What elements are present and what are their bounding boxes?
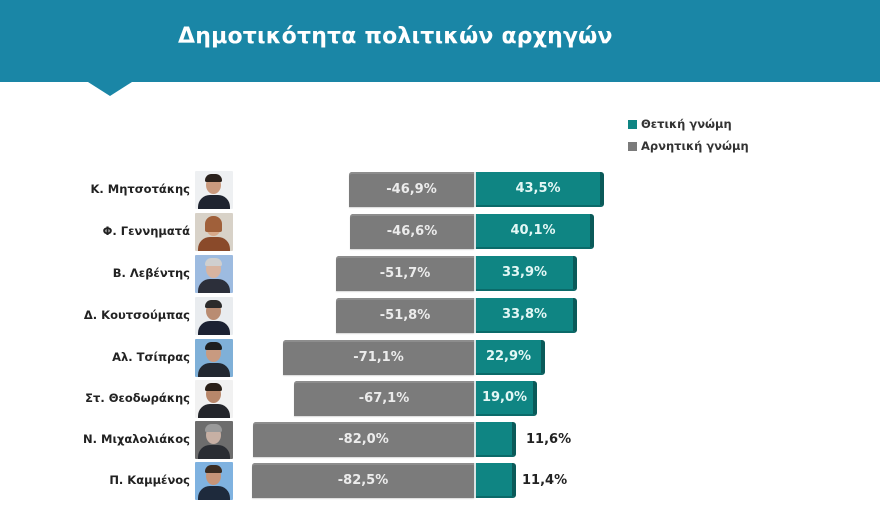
legend-item-negative: Αρνητική γνώμη xyxy=(628,135,749,157)
positive-bar: 43,5% xyxy=(476,172,604,207)
legend-swatch-negative xyxy=(628,141,637,151)
zero-line xyxy=(474,463,476,498)
negative-bar: -51,7% xyxy=(336,256,474,291)
leader-name: Στ. Θεοδωράκης xyxy=(85,391,190,405)
negative-bar: -46,6% xyxy=(350,214,474,249)
legend-item-positive: Θετική γνώμη xyxy=(628,113,749,135)
zero-line xyxy=(474,172,476,207)
negative-bar: -51,8% xyxy=(336,298,474,333)
negative-bar: -46,9% xyxy=(349,172,474,207)
negative-bar: -67,1% xyxy=(294,381,474,416)
positive-value-label: 11,6% xyxy=(526,432,572,447)
leader-name: Κ. Μητσοτάκης xyxy=(90,182,190,196)
chart-row: Φ. Γεννηματά -46,6% 40,1% xyxy=(0,213,880,251)
negative-bar: -82,5% xyxy=(252,463,474,498)
title-banner: Δημοτικότητα πολιτικών αρχηγών xyxy=(0,0,880,82)
chart-row: Κ. Μητσοτάκης -46,9% 43,5% xyxy=(0,171,880,209)
leader-name: Π. Καμμένος xyxy=(109,473,190,487)
leader-name: Αλ. Τσίπρας xyxy=(112,350,190,364)
leader-name: Ν. Μιχαλολιάκος xyxy=(83,432,190,446)
legend: Θετική γνώμη Αρνητική γνώμη xyxy=(628,113,749,157)
zero-line xyxy=(474,422,476,457)
positive-bar xyxy=(476,463,516,498)
chart-row: Στ. Θεοδωράκης -67,1% 19,0% xyxy=(0,380,880,418)
negative-bar: -82,0% xyxy=(253,422,474,457)
positive-bar: 33,8% xyxy=(476,298,577,333)
zero-line xyxy=(474,340,476,375)
positive-bar xyxy=(476,422,516,457)
leader-photo xyxy=(195,462,233,500)
positive-bar: 40,1% xyxy=(476,214,594,249)
legend-swatch-positive xyxy=(628,119,637,129)
chart-title: Δημοτικότητα πολιτικών αρχηγών xyxy=(178,24,613,49)
leader-photo xyxy=(195,297,233,335)
zero-line xyxy=(474,214,476,249)
chart-row: Ν. Μιχαλολιάκος -82,0% 11,6% xyxy=(0,421,880,459)
positive-bar: 19,0% xyxy=(476,381,537,416)
legend-label-positive: Θετική γνώμη xyxy=(641,117,732,131)
leader-name: Δ. Κουτσούμπας xyxy=(83,308,190,322)
zero-line xyxy=(474,381,476,416)
banner-notch xyxy=(88,82,132,96)
positive-value-label: 11,4% xyxy=(522,473,568,488)
leader-photo xyxy=(195,421,233,459)
leader-photo xyxy=(195,380,233,418)
leader-photo xyxy=(195,339,233,377)
leader-photo xyxy=(195,171,233,209)
zero-line xyxy=(474,256,476,291)
positive-bar: 33,9% xyxy=(476,256,577,291)
chart-row: Π. Καμμένος -82,5% 11,4% xyxy=(0,462,880,500)
chart-row: Δ. Κουτσούμπας -51,8% 33,8% xyxy=(0,297,880,335)
chart-row: Αλ. Τσίπρας -71,1% 22,9% xyxy=(0,339,880,377)
leader-name: Φ. Γεννηματά xyxy=(102,224,190,238)
chart-row: Β. Λεβέντης -51,7% 33,9% xyxy=(0,255,880,293)
leader-photo xyxy=(195,255,233,293)
zero-line xyxy=(474,298,476,333)
positive-bar: 22,9% xyxy=(476,340,545,375)
leader-name: Β. Λεβέντης xyxy=(112,266,190,280)
negative-bar: -71,1% xyxy=(283,340,474,375)
legend-label-negative: Αρνητική γνώμη xyxy=(641,139,749,153)
leader-photo xyxy=(195,213,233,251)
